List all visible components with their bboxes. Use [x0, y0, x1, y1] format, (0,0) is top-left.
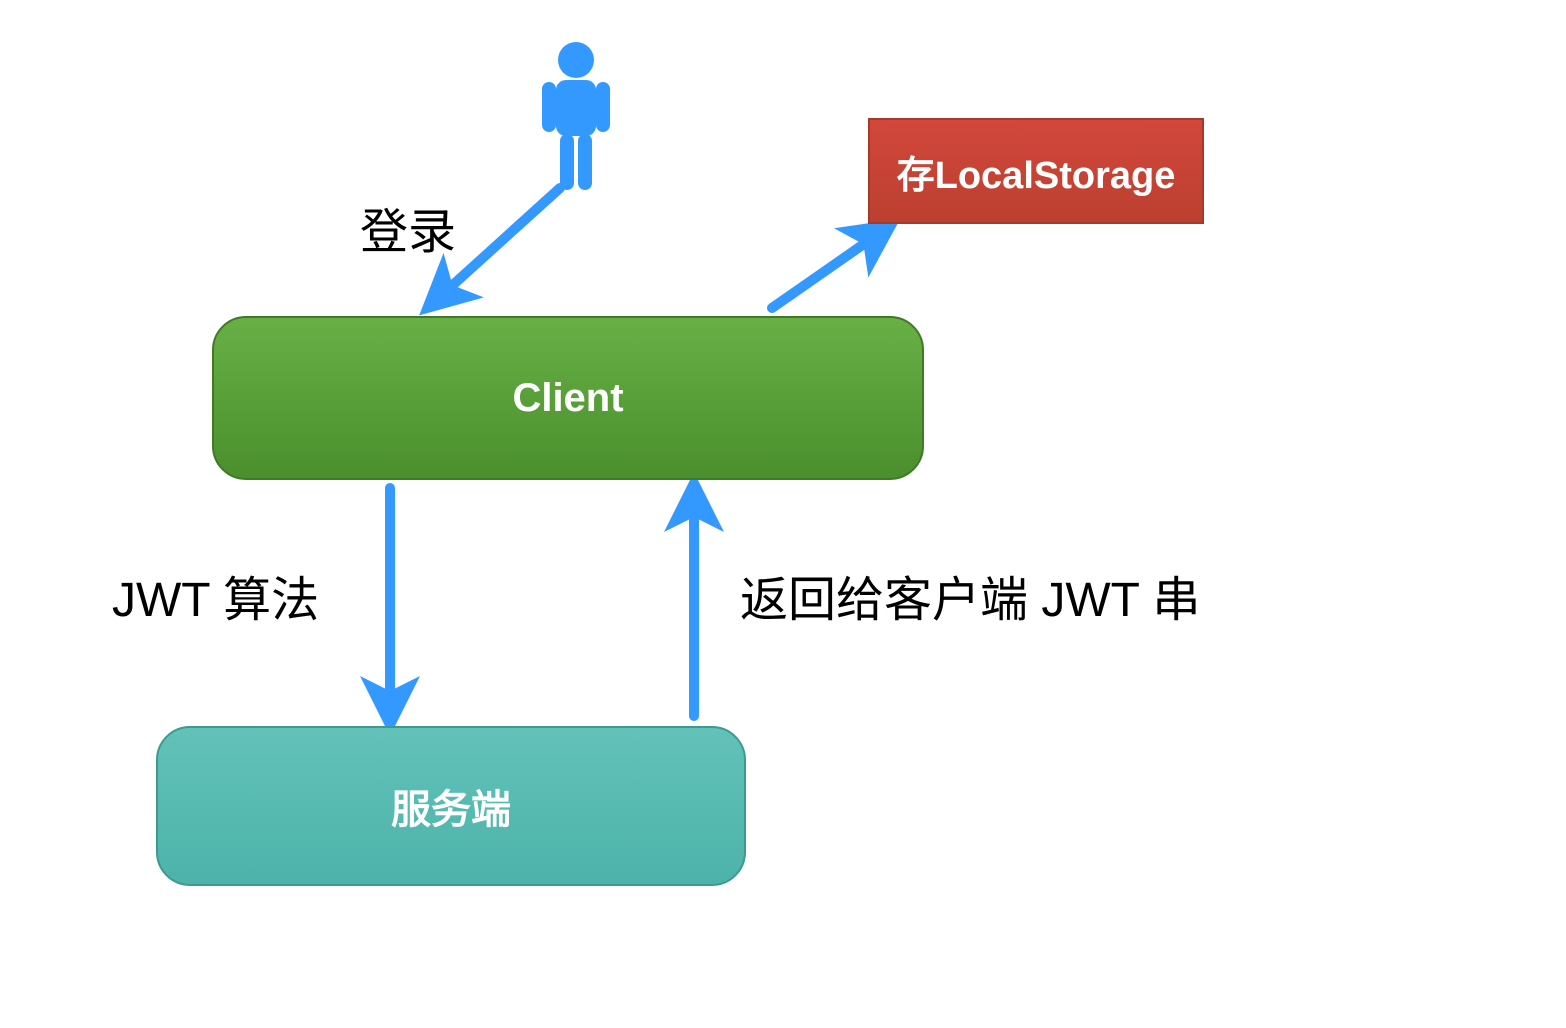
user-icon — [542, 42, 610, 190]
server-label: 服务端 — [391, 777, 511, 835]
server-node: 服务端 — [156, 726, 746, 886]
client-label: Client — [512, 376, 623, 421]
jwt-algo-label: JWT 算法 — [112, 560, 319, 630]
localstorage-node: 存LocalStorage — [868, 118, 1204, 224]
jwt-flow-diagram: 存LocalStorage Client 服务端 登录 JWT 算法 返回给客户… — [0, 0, 1566, 1028]
login-label: 登录 — [360, 192, 456, 262]
localstorage-label: 存LocalStorage — [897, 144, 1176, 199]
arrow-to-localstorage — [772, 230, 884, 308]
return-jwt-label: 返回给客户端 JWT 串 — [740, 560, 1200, 630]
client-node: Client — [212, 316, 924, 480]
